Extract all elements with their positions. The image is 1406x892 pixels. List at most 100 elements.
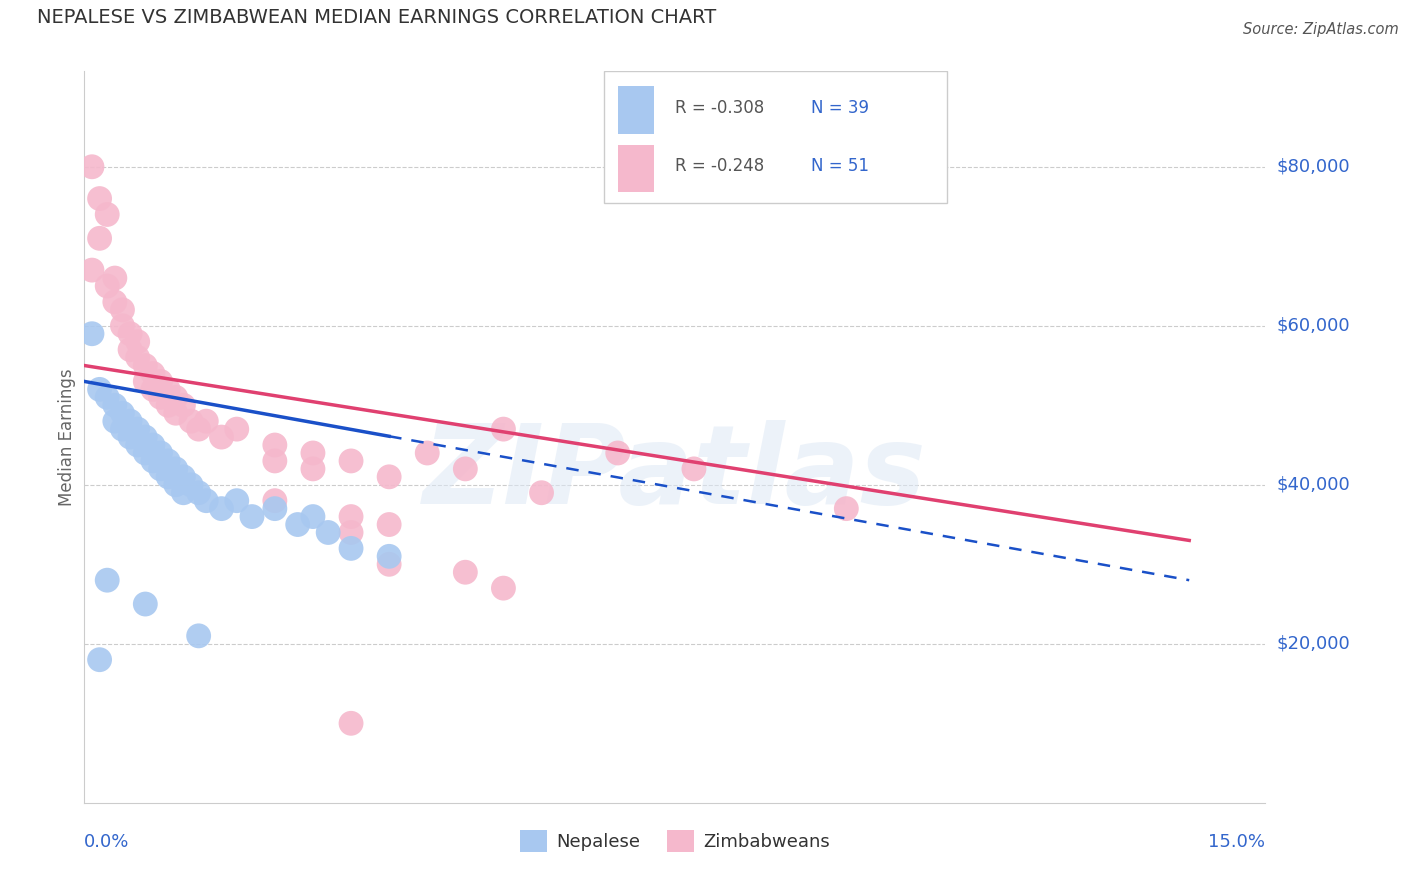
- Point: [492, 422, 515, 436]
- Point: [340, 454, 363, 468]
- Text: R = -0.308: R = -0.308: [675, 99, 763, 117]
- Point: [340, 509, 363, 524]
- Point: [104, 398, 127, 412]
- Point: [111, 302, 134, 317]
- Point: [142, 383, 165, 397]
- Point: [149, 375, 172, 389]
- Text: ZIPatlas: ZIPatlas: [423, 420, 927, 527]
- Point: [195, 493, 218, 508]
- Point: [142, 438, 165, 452]
- Point: [302, 446, 325, 460]
- Point: [378, 558, 401, 572]
- Point: [96, 390, 118, 404]
- Point: [683, 462, 706, 476]
- Point: [225, 422, 247, 436]
- Point: [263, 493, 285, 508]
- Point: [835, 501, 858, 516]
- Point: [104, 294, 127, 309]
- Point: [127, 334, 149, 349]
- Point: [340, 541, 363, 556]
- Point: [111, 406, 134, 420]
- Point: [454, 462, 477, 476]
- Point: [80, 160, 103, 174]
- Point: [165, 390, 187, 404]
- Point: [187, 629, 209, 643]
- FancyBboxPatch shape: [619, 86, 654, 134]
- Point: [127, 422, 149, 436]
- Point: [187, 422, 209, 436]
- Point: [172, 398, 194, 412]
- Point: [287, 517, 309, 532]
- Point: [195, 414, 218, 428]
- Point: [172, 485, 194, 500]
- Point: [157, 383, 180, 397]
- Point: [165, 477, 187, 491]
- Point: [134, 359, 156, 373]
- Point: [492, 581, 515, 595]
- Point: [316, 525, 339, 540]
- Point: [89, 231, 111, 245]
- Point: [211, 501, 233, 516]
- Point: [340, 525, 363, 540]
- Point: [127, 351, 149, 365]
- Text: 15.0%: 15.0%: [1208, 833, 1265, 851]
- Point: [127, 438, 149, 452]
- Point: [149, 390, 172, 404]
- Point: [80, 326, 103, 341]
- Point: [263, 454, 285, 468]
- Text: $20,000: $20,000: [1277, 635, 1350, 653]
- Point: [96, 573, 118, 587]
- Point: [157, 454, 180, 468]
- Point: [134, 597, 156, 611]
- Point: [165, 406, 187, 420]
- Point: [378, 517, 401, 532]
- Point: [240, 509, 263, 524]
- Point: [211, 430, 233, 444]
- Point: [530, 485, 553, 500]
- Point: [111, 422, 134, 436]
- Point: [120, 430, 142, 444]
- Point: [180, 414, 202, 428]
- Point: [340, 716, 363, 731]
- FancyBboxPatch shape: [619, 145, 654, 192]
- Point: [225, 493, 247, 508]
- Text: $60,000: $60,000: [1277, 317, 1350, 334]
- Text: $80,000: $80,000: [1277, 158, 1350, 176]
- Text: R = -0.248: R = -0.248: [675, 158, 763, 176]
- Point: [96, 279, 118, 293]
- Text: N = 39: N = 39: [811, 99, 869, 117]
- Point: [142, 454, 165, 468]
- Point: [104, 271, 127, 285]
- Point: [134, 446, 156, 460]
- Text: Source: ZipAtlas.com: Source: ZipAtlas.com: [1243, 22, 1399, 37]
- Text: N = 51: N = 51: [811, 158, 869, 176]
- Point: [187, 485, 209, 500]
- Point: [378, 470, 401, 484]
- Point: [302, 509, 325, 524]
- Point: [157, 398, 180, 412]
- Point: [120, 414, 142, 428]
- Point: [416, 446, 439, 460]
- Point: [96, 207, 118, 221]
- Point: [263, 438, 285, 452]
- Point: [104, 414, 127, 428]
- Text: 0.0%: 0.0%: [84, 833, 129, 851]
- Point: [157, 470, 180, 484]
- Text: NEPALESE VS ZIMBABWEAN MEDIAN EARNINGS CORRELATION CHART: NEPALESE VS ZIMBABWEAN MEDIAN EARNINGS C…: [37, 8, 717, 28]
- Text: $40,000: $40,000: [1277, 475, 1350, 494]
- Point: [120, 326, 142, 341]
- Point: [80, 263, 103, 277]
- Point: [263, 501, 285, 516]
- Y-axis label: Median Earnings: Median Earnings: [58, 368, 76, 506]
- Point: [111, 318, 134, 333]
- Legend: Nepalese, Zimbabweans: Nepalese, Zimbabweans: [513, 823, 837, 860]
- Point: [606, 446, 628, 460]
- Point: [165, 462, 187, 476]
- FancyBboxPatch shape: [605, 71, 946, 203]
- Point: [172, 470, 194, 484]
- Point: [89, 192, 111, 206]
- Point: [142, 367, 165, 381]
- Point: [134, 430, 156, 444]
- Point: [180, 477, 202, 491]
- Point: [149, 462, 172, 476]
